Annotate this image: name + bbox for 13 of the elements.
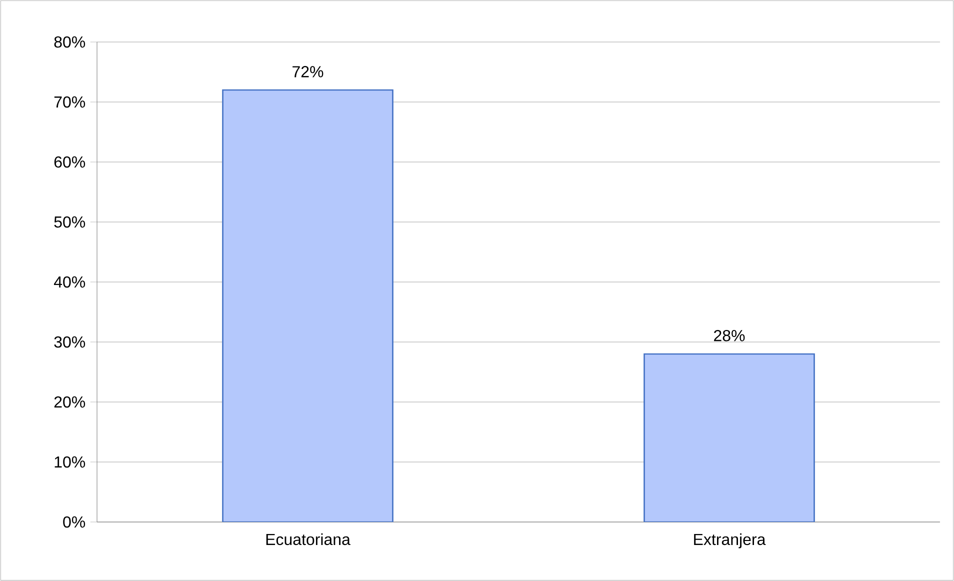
data-label: 28% bbox=[714, 330, 745, 342]
data-label: 72% bbox=[292, 66, 324, 78]
y-tick-label: 50% bbox=[54, 216, 86, 228]
x-tick-label: Ecuatoriana bbox=[266, 533, 350, 546]
y-tick-label: 10% bbox=[54, 456, 86, 468]
y-tick-label: 60% bbox=[54, 156, 86, 168]
x-tick-label: Extranjera bbox=[694, 533, 766, 548]
y-tick-label: 70% bbox=[54, 96, 86, 108]
y-tick-label: 40% bbox=[54, 276, 86, 288]
y-tick-label: 30% bbox=[54, 336, 86, 348]
y-tick-label: 0% bbox=[63, 516, 86, 528]
y-tick-label: 80% bbox=[54, 36, 86, 48]
y-tick-label: 20% bbox=[54, 396, 86, 408]
